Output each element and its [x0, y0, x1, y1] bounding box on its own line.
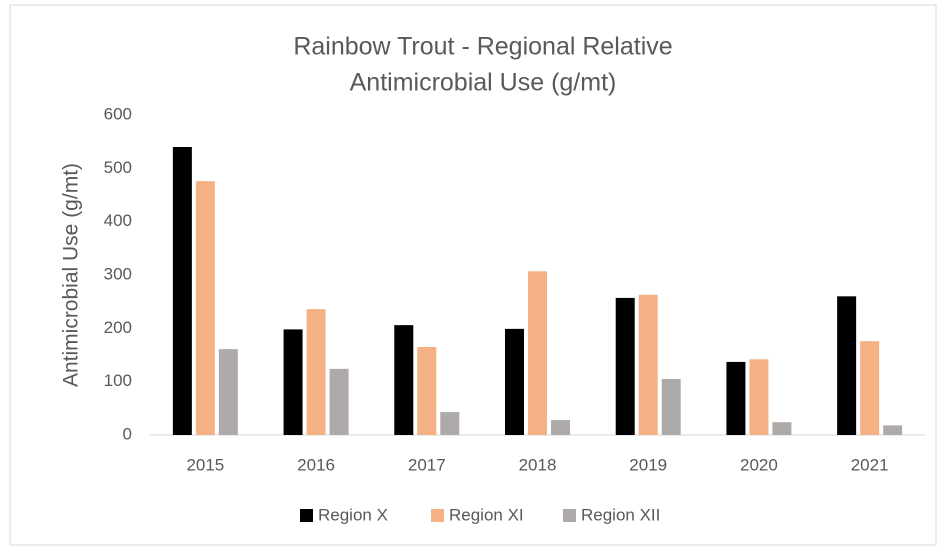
bar: [837, 296, 857, 435]
bar: [440, 412, 460, 435]
bar: [749, 359, 769, 435]
x-tick-label: 2021: [851, 455, 889, 474]
bar: [726, 361, 746, 435]
legend-swatch: [300, 509, 313, 522]
y-tick-label: 600: [104, 104, 132, 123]
bar: [218, 349, 238, 435]
bar: [195, 181, 215, 435]
bar: [638, 294, 658, 435]
bar: [306, 309, 326, 435]
y-tick-label: 200: [104, 318, 132, 337]
y-axis-label: Antimicrobial Use (g/mt): [60, 163, 83, 387]
bar: [528, 271, 547, 435]
bar: [860, 341, 880, 435]
x-tick-label: 2018: [519, 455, 557, 474]
bar: [417, 347, 437, 435]
legend-label: Region XI: [449, 505, 524, 524]
y-tick-label: 300: [104, 264, 132, 283]
y-tick-label: 400: [104, 211, 132, 230]
y-tick-label: 100: [104, 371, 132, 390]
bar: [772, 422, 792, 435]
chart-title: Antimicrobial Use (g/mt): [350, 69, 617, 97]
legend-swatch: [563, 509, 576, 522]
bar: [283, 329, 303, 435]
bar: [172, 147, 192, 435]
bar: [551, 420, 570, 435]
bar: [883, 425, 903, 435]
y-tick-label: 0: [123, 424, 132, 443]
bar: [505, 328, 524, 435]
y-tick-label: 500: [104, 158, 132, 177]
bar: [615, 297, 635, 435]
x-tick-label: 2019: [629, 455, 667, 474]
bar: [661, 379, 681, 435]
legend-label: Region X: [318, 505, 388, 524]
legend-label: Region XII: [581, 505, 660, 524]
x-tick-label: 2016: [297, 455, 335, 474]
legend-swatch: [431, 509, 444, 522]
x-tick-label: 2015: [186, 455, 224, 474]
bar: [394, 325, 414, 435]
chart-border: [9, 4, 937, 546]
x-tick-label: 2020: [740, 455, 778, 474]
bar: [329, 368, 349, 435]
x-tick-label: 2017: [408, 455, 446, 474]
chart-title: Rainbow Trout - Regional Relative: [293, 33, 672, 61]
